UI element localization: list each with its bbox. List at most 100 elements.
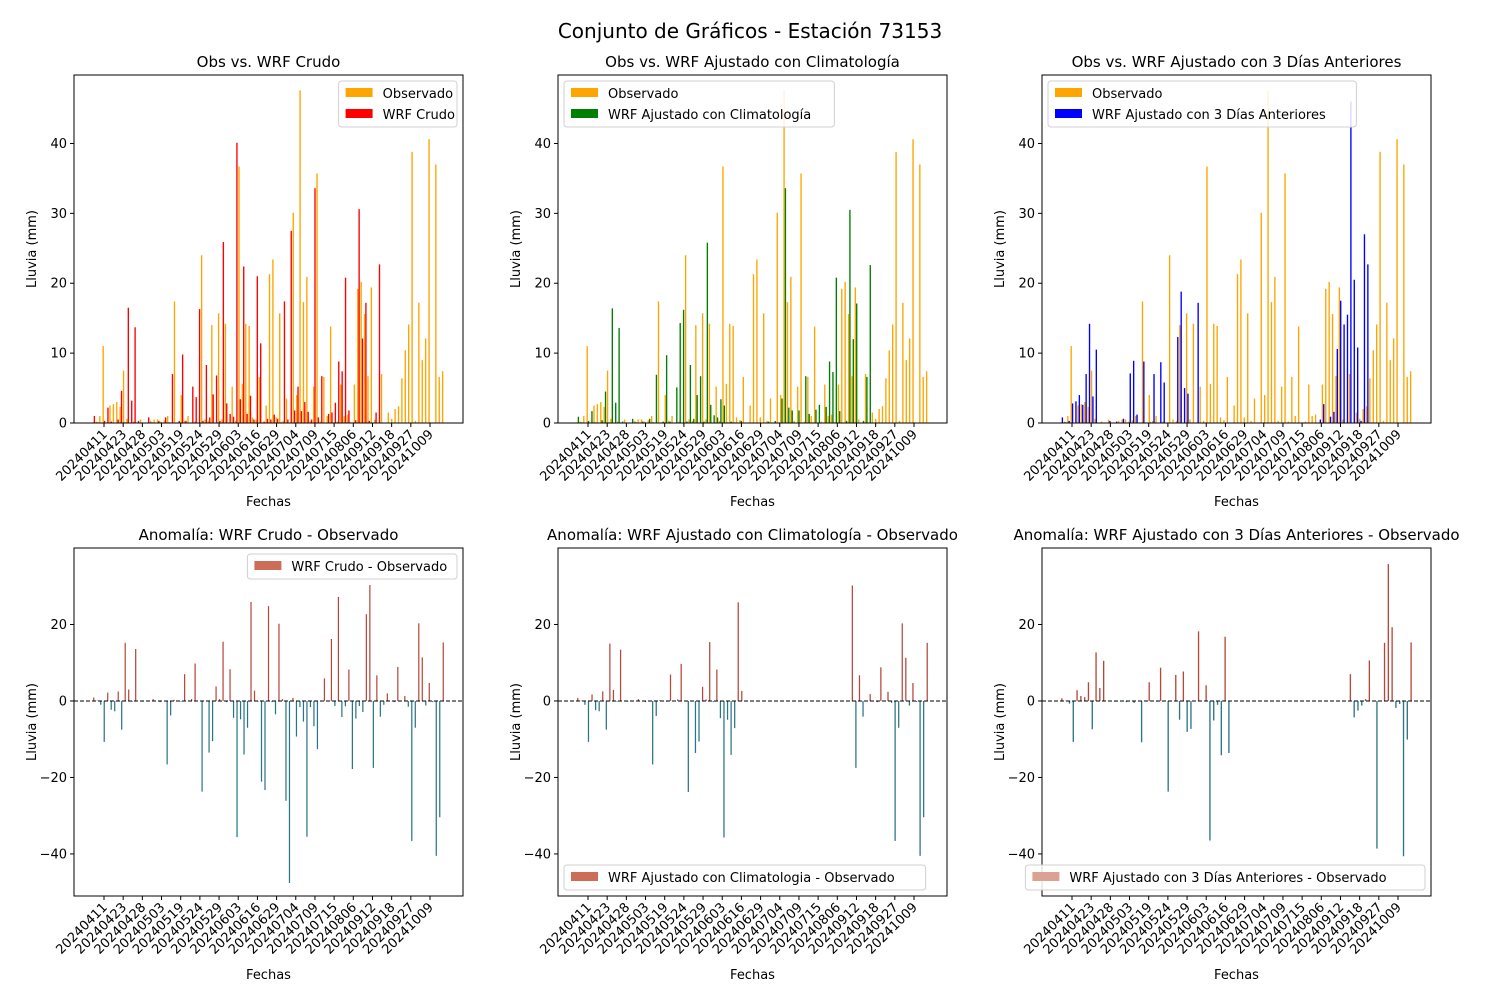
bar xyxy=(1297,326,1300,423)
bar xyxy=(1067,416,1069,423)
bar xyxy=(312,386,315,423)
bar xyxy=(752,274,755,423)
bar xyxy=(618,327,620,423)
bar xyxy=(435,164,437,423)
bar xyxy=(126,418,128,423)
bar xyxy=(102,346,104,423)
bar xyxy=(1228,700,1230,753)
bar xyxy=(587,700,590,742)
bar xyxy=(1362,409,1364,423)
bar xyxy=(866,376,868,423)
bar xyxy=(393,700,395,703)
bar xyxy=(255,420,257,423)
bar xyxy=(1087,682,1090,701)
bar xyxy=(357,288,359,423)
bar xyxy=(336,421,339,423)
bar xyxy=(606,370,609,423)
bar xyxy=(820,421,823,423)
bar xyxy=(411,700,413,841)
bar xyxy=(1260,212,1262,423)
bar xyxy=(776,212,778,423)
bar xyxy=(925,371,928,423)
bar xyxy=(720,399,722,423)
bar xyxy=(265,405,267,423)
bar xyxy=(1263,395,1266,423)
bar xyxy=(435,700,437,856)
y-axis-label: Lluvia (mm) xyxy=(25,683,40,761)
bar xyxy=(239,700,242,720)
bar xyxy=(1376,324,1378,423)
bar xyxy=(164,417,167,423)
bar xyxy=(1270,302,1273,423)
bar xyxy=(725,383,728,423)
bar xyxy=(306,276,308,423)
bar xyxy=(687,700,689,792)
bar xyxy=(1124,419,1127,423)
bar xyxy=(1410,642,1412,701)
bar xyxy=(875,418,877,423)
bar xyxy=(180,700,182,702)
bar xyxy=(425,700,427,706)
bar xyxy=(365,302,367,423)
bar xyxy=(379,700,381,717)
y-tick-label: 40 xyxy=(50,137,67,152)
bar xyxy=(605,700,607,730)
legend-box xyxy=(246,553,458,580)
bar xyxy=(107,407,109,423)
bar xyxy=(195,397,197,423)
bar xyxy=(587,420,590,423)
bar xyxy=(763,313,765,423)
bar xyxy=(710,404,712,423)
plot-frame xyxy=(1041,547,1432,897)
bar xyxy=(716,669,718,701)
y-tick-label: 0 xyxy=(59,417,67,432)
bar xyxy=(684,255,687,423)
bar xyxy=(341,700,343,718)
bar xyxy=(652,700,654,765)
bar xyxy=(209,417,211,423)
bar xyxy=(1162,421,1164,423)
bar xyxy=(796,386,799,423)
bar xyxy=(719,700,722,719)
bar xyxy=(112,404,115,423)
bar xyxy=(729,323,731,423)
bar xyxy=(726,700,729,720)
bar xyxy=(1187,393,1189,423)
bar xyxy=(387,412,389,423)
bar xyxy=(689,365,692,423)
bar xyxy=(1109,420,1111,423)
bar xyxy=(270,419,272,423)
bar xyxy=(862,700,864,717)
bar xyxy=(600,402,602,423)
y-tick-label: 40 xyxy=(1018,137,1035,152)
bar xyxy=(805,376,807,423)
bar xyxy=(246,413,248,423)
bar xyxy=(281,699,284,701)
bar xyxy=(170,700,172,716)
bar xyxy=(825,406,827,423)
bar xyxy=(749,405,751,423)
legend-label: WRF Crudo - Observado xyxy=(291,560,447,575)
y-tick-label: −20 xyxy=(40,771,67,786)
bar xyxy=(723,405,726,423)
bar xyxy=(644,421,646,423)
bar xyxy=(655,700,657,716)
bar xyxy=(584,700,586,705)
bar xyxy=(1386,302,1388,423)
bar xyxy=(908,700,911,706)
panel-title: Anomalía: WRF Crudo - Observado xyxy=(139,526,399,544)
bar xyxy=(1070,346,1072,423)
legend-label: WRF Ajustado con 3 Días Anteriores - Obs… xyxy=(1069,871,1386,886)
bar xyxy=(830,414,833,423)
bar xyxy=(818,404,821,423)
bar xyxy=(1369,378,1371,423)
bar xyxy=(282,420,284,423)
bar xyxy=(309,420,311,423)
bar xyxy=(869,265,871,423)
bar xyxy=(803,421,806,423)
legend-box xyxy=(1047,80,1357,128)
bar xyxy=(229,413,231,423)
bar xyxy=(346,414,349,423)
bar xyxy=(898,420,901,423)
bar xyxy=(767,421,770,423)
